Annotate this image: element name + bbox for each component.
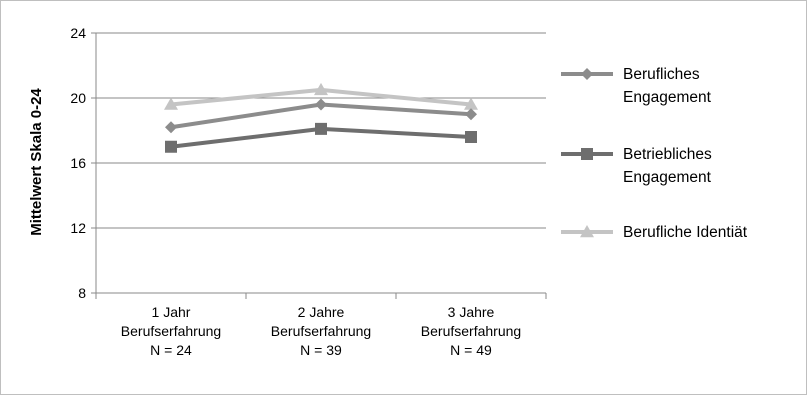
legend-label-line: Engagement: [623, 89, 712, 106]
legend-item: Berufliches Engagement: [561, 66, 712, 106]
x-tick-label: 2 Jahre Berufserfahrung N = 39: [271, 304, 371, 358]
x-tick-label-line: Berufserfahrung: [421, 323, 521, 339]
x-tick-label-line: 3 Jahre: [448, 304, 495, 320]
x-tick-label-line: N = 39: [300, 342, 342, 358]
data-point: [165, 140, 177, 153]
legend-item: Betriebliches Engagement: [561, 146, 712, 186]
data-point: [580, 225, 594, 238]
series-square: [165, 122, 477, 153]
data-point: [315, 122, 327, 135]
y-tick-label: 8: [78, 285, 86, 301]
legend-label: Betriebliches Engagement: [623, 146, 712, 186]
data-point: [164, 97, 178, 110]
series-triangle: [164, 82, 478, 110]
x-tick-label: 3 Jahre Berufserfahrung N = 49: [421, 304, 521, 358]
x-tick-labels: 1 Jahr Berufserfahrung N = 24 2 Jahre Berufs…: [121, 304, 521, 358]
x-tick-label-line: 1 Jahr: [152, 304, 191, 320]
data-point: [165, 121, 177, 134]
legend-label-line: Engagement: [623, 169, 712, 186]
series-diamond: [165, 98, 477, 134]
x-tick-label-line: N = 49: [450, 342, 492, 358]
legend-label-line: Berufliches: [623, 66, 700, 83]
legend: Berufliches Engagement Betriebliches Engage…: [561, 66, 748, 241]
y-tick-label: 24: [70, 25, 86, 41]
legend-label-line: Berufliche Identiät: [623, 224, 748, 241]
data-point: [465, 131, 477, 143]
data-point: [465, 108, 477, 121]
y-tick-label: 12: [70, 220, 86, 236]
y-axis-label: Mittelwert Skala 0-24: [28, 88, 45, 236]
legend-label-line: Betriebliches: [623, 146, 712, 163]
data-point: [581, 68, 593, 80]
legend-label: Berufliche Identiät: [623, 224, 748, 241]
y-tick-label: 20: [70, 90, 86, 106]
data-point: [464, 97, 478, 110]
data-point: [315, 98, 327, 111]
x-tick-label-line: Berufserfahrung: [121, 323, 221, 339]
legend-label: Berufliches Engagement: [623, 66, 712, 106]
x-tick-label-line: N = 24: [150, 342, 192, 358]
x-tick-label: 1 Jahr Berufserfahrung N = 24: [121, 304, 221, 358]
data-point: [314, 82, 328, 96]
axes: [91, 32, 547, 299]
series-group: [164, 82, 478, 153]
x-tick-label-line: Berufserfahrung: [271, 323, 371, 339]
y-tick-label: 16: [70, 155, 86, 171]
legend-item: Berufliche Identiät: [561, 224, 748, 241]
x-tick-label-line: 2 Jahre: [298, 304, 345, 320]
data-point: [581, 148, 593, 160]
y-tick-labels: 8 12 16 20 24: [70, 25, 86, 301]
